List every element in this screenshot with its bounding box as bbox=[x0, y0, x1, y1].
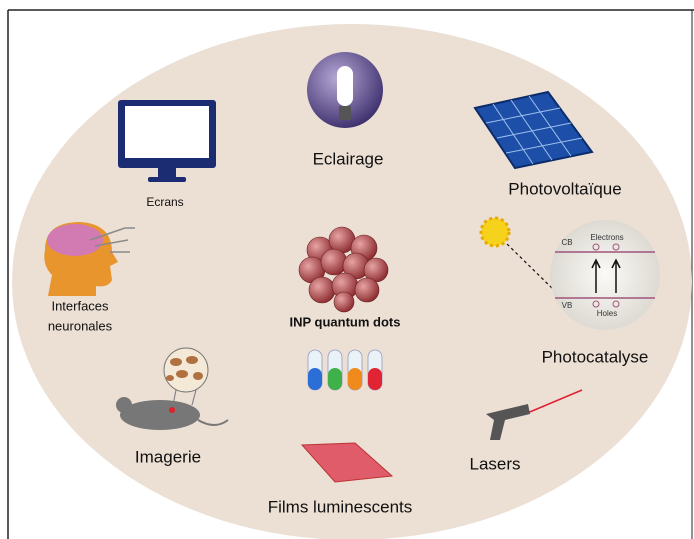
inset-label: Electrons bbox=[590, 233, 623, 242]
application-label: Eclairage bbox=[313, 149, 384, 168]
application-label: Interfaces bbox=[51, 298, 109, 313]
application-label: Lasers bbox=[469, 454, 520, 473]
application-label: Photovoltaïque bbox=[508, 179, 621, 198]
inset-label: VB bbox=[562, 301, 573, 310]
inset-label: Holes bbox=[597, 309, 617, 318]
center-label: INP quantum dots bbox=[290, 314, 401, 329]
diagram: INP quantum dots Eclairage Ecrans Photov… bbox=[0, 0, 694, 539]
bulb-icon bbox=[307, 52, 383, 128]
application-label: Imagerie bbox=[135, 447, 201, 466]
application-label: neuronales bbox=[48, 318, 113, 333]
application-label: Photocatalyse bbox=[542, 347, 649, 366]
application-label: Ecrans bbox=[146, 195, 183, 209]
inset-label: CB bbox=[561, 238, 572, 247]
application-label: Films luminescents bbox=[268, 497, 413, 516]
